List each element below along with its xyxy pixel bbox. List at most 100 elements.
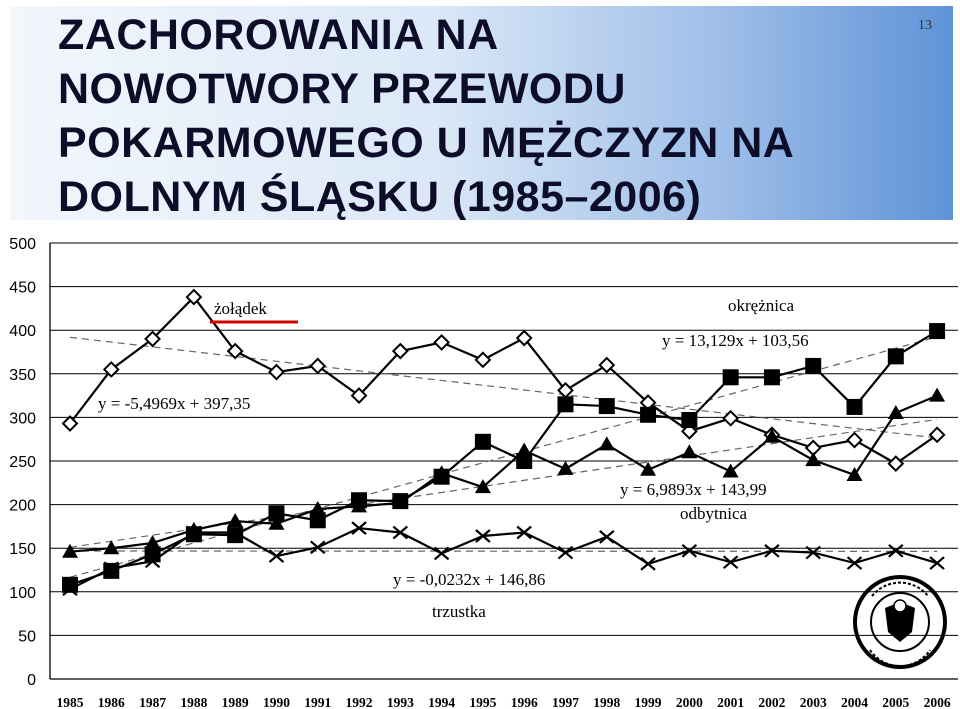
data-point (929, 323, 946, 340)
data-point (516, 453, 533, 469)
y-tick-label: 400 (9, 323, 36, 340)
trend-line-0 (69, 336, 938, 439)
data-point (516, 525, 532, 540)
data-point (846, 556, 863, 570)
x-tick-label: 2003 (800, 695, 827, 709)
data-point (433, 465, 450, 480)
x-axis-ticks: 1985 1986 1987 1988 1989 1990 1991 1992 1993 1994… (57, 695, 951, 709)
data-point (640, 461, 657, 476)
x-tick-label: 2006 (924, 695, 951, 709)
data-point (888, 543, 904, 558)
data-point (227, 513, 244, 528)
data-point (846, 431, 863, 449)
data-point (764, 543, 780, 558)
series-line-3 (69, 527, 938, 591)
data-point (722, 555, 739, 569)
annotations: żołądek y = -5,4969x + 397,35 okrężnica y =… (98, 296, 809, 621)
data-point (805, 452, 822, 467)
data-point (433, 546, 450, 561)
trend-equation-3: y = -0,0232x + 146,86 (393, 570, 545, 589)
series-lines (61, 288, 946, 597)
x-tick-label: 2005 (882, 695, 909, 709)
x-tick-label: 1997 (552, 695, 579, 709)
x-tick-label: 1987 (139, 695, 166, 709)
x-tick-label: 2000 (676, 695, 703, 709)
x-tick-label: 1991 (304, 695, 331, 709)
data-point (103, 561, 120, 576)
data-point (62, 543, 78, 558)
data-point (681, 543, 698, 558)
x-tick-label: 1994 (428, 695, 455, 709)
data-point (475, 529, 491, 543)
data-point (722, 409, 740, 427)
data-point (62, 576, 78, 593)
y-tick-label: 300 (9, 410, 36, 427)
trend-equation-0: y = -5,4969x + 397,35 (98, 394, 250, 413)
data-point (61, 415, 79, 432)
data-point (268, 515, 285, 530)
data-point (557, 545, 574, 560)
data-point (351, 498, 368, 513)
data-point (309, 512, 326, 529)
data-point (186, 525, 202, 540)
y-tick-label: 100 (9, 585, 36, 602)
series-label-2: odbytnica (680, 504, 747, 523)
data-point (722, 463, 739, 478)
data-point (722, 369, 739, 386)
data-point (599, 530, 615, 544)
y-tick-label: 200 (9, 498, 36, 515)
series-line-2 (69, 394, 938, 553)
gridlines (49, 242, 958, 680)
x-tick-label: 1992 (346, 695, 373, 709)
x-tick-label: 1996 (511, 695, 538, 709)
title-banner (10, 6, 953, 220)
data-point (310, 540, 326, 555)
data-point (887, 405, 904, 420)
data-point (433, 333, 451, 351)
data-point (515, 329, 533, 347)
data-point (144, 534, 161, 549)
data-point (351, 521, 367, 535)
y-tick-label: 450 (9, 280, 36, 297)
data-point (103, 540, 120, 555)
data-point (928, 426, 946, 444)
data-point (516, 442, 533, 457)
data-point (144, 554, 161, 569)
trend-equation-2: y = 6,9893x + 143,99 (620, 480, 767, 499)
x-tick-label: 1985 (57, 695, 84, 709)
data-point (392, 494, 409, 509)
series-label-0: żołądek (214, 299, 267, 318)
series-line-1 (69, 330, 938, 586)
university-seal-logo (853, 575, 947, 669)
data-point (185, 288, 203, 306)
y-tick-label: 250 (9, 454, 36, 471)
data-point (598, 436, 615, 451)
data-point (681, 412, 698, 429)
data-point (640, 557, 656, 571)
y-axis-ticks: 0 50 100 150 200 250 300 350 400 450 500 (9, 236, 36, 689)
data-point (557, 460, 574, 475)
y-tick-label: 150 (9, 541, 36, 558)
x-tick-label: 2001 (717, 695, 744, 709)
data-point (763, 428, 780, 443)
data-point (846, 398, 863, 415)
data-point (763, 369, 780, 386)
data-point (598, 398, 615, 415)
data-point (929, 387, 946, 402)
data-point (557, 396, 574, 413)
data-point (640, 406, 657, 423)
data-point (350, 387, 368, 405)
data-point (392, 525, 409, 540)
data-point (598, 356, 616, 374)
data-point (846, 466, 863, 481)
x-tick-label: 1995 (469, 695, 496, 709)
data-point (62, 582, 78, 597)
series-label-3: trzustka (432, 602, 486, 621)
x-tick-label: 1986 (98, 695, 125, 709)
data-point (805, 357, 822, 374)
slide-title: ZACHOROWANIA NA NOWOTWORY PRZEWODU POKAR… (58, 11, 795, 221)
y-tick-label: 50 (18, 628, 36, 645)
data-point (309, 357, 327, 375)
data-point (268, 549, 285, 563)
